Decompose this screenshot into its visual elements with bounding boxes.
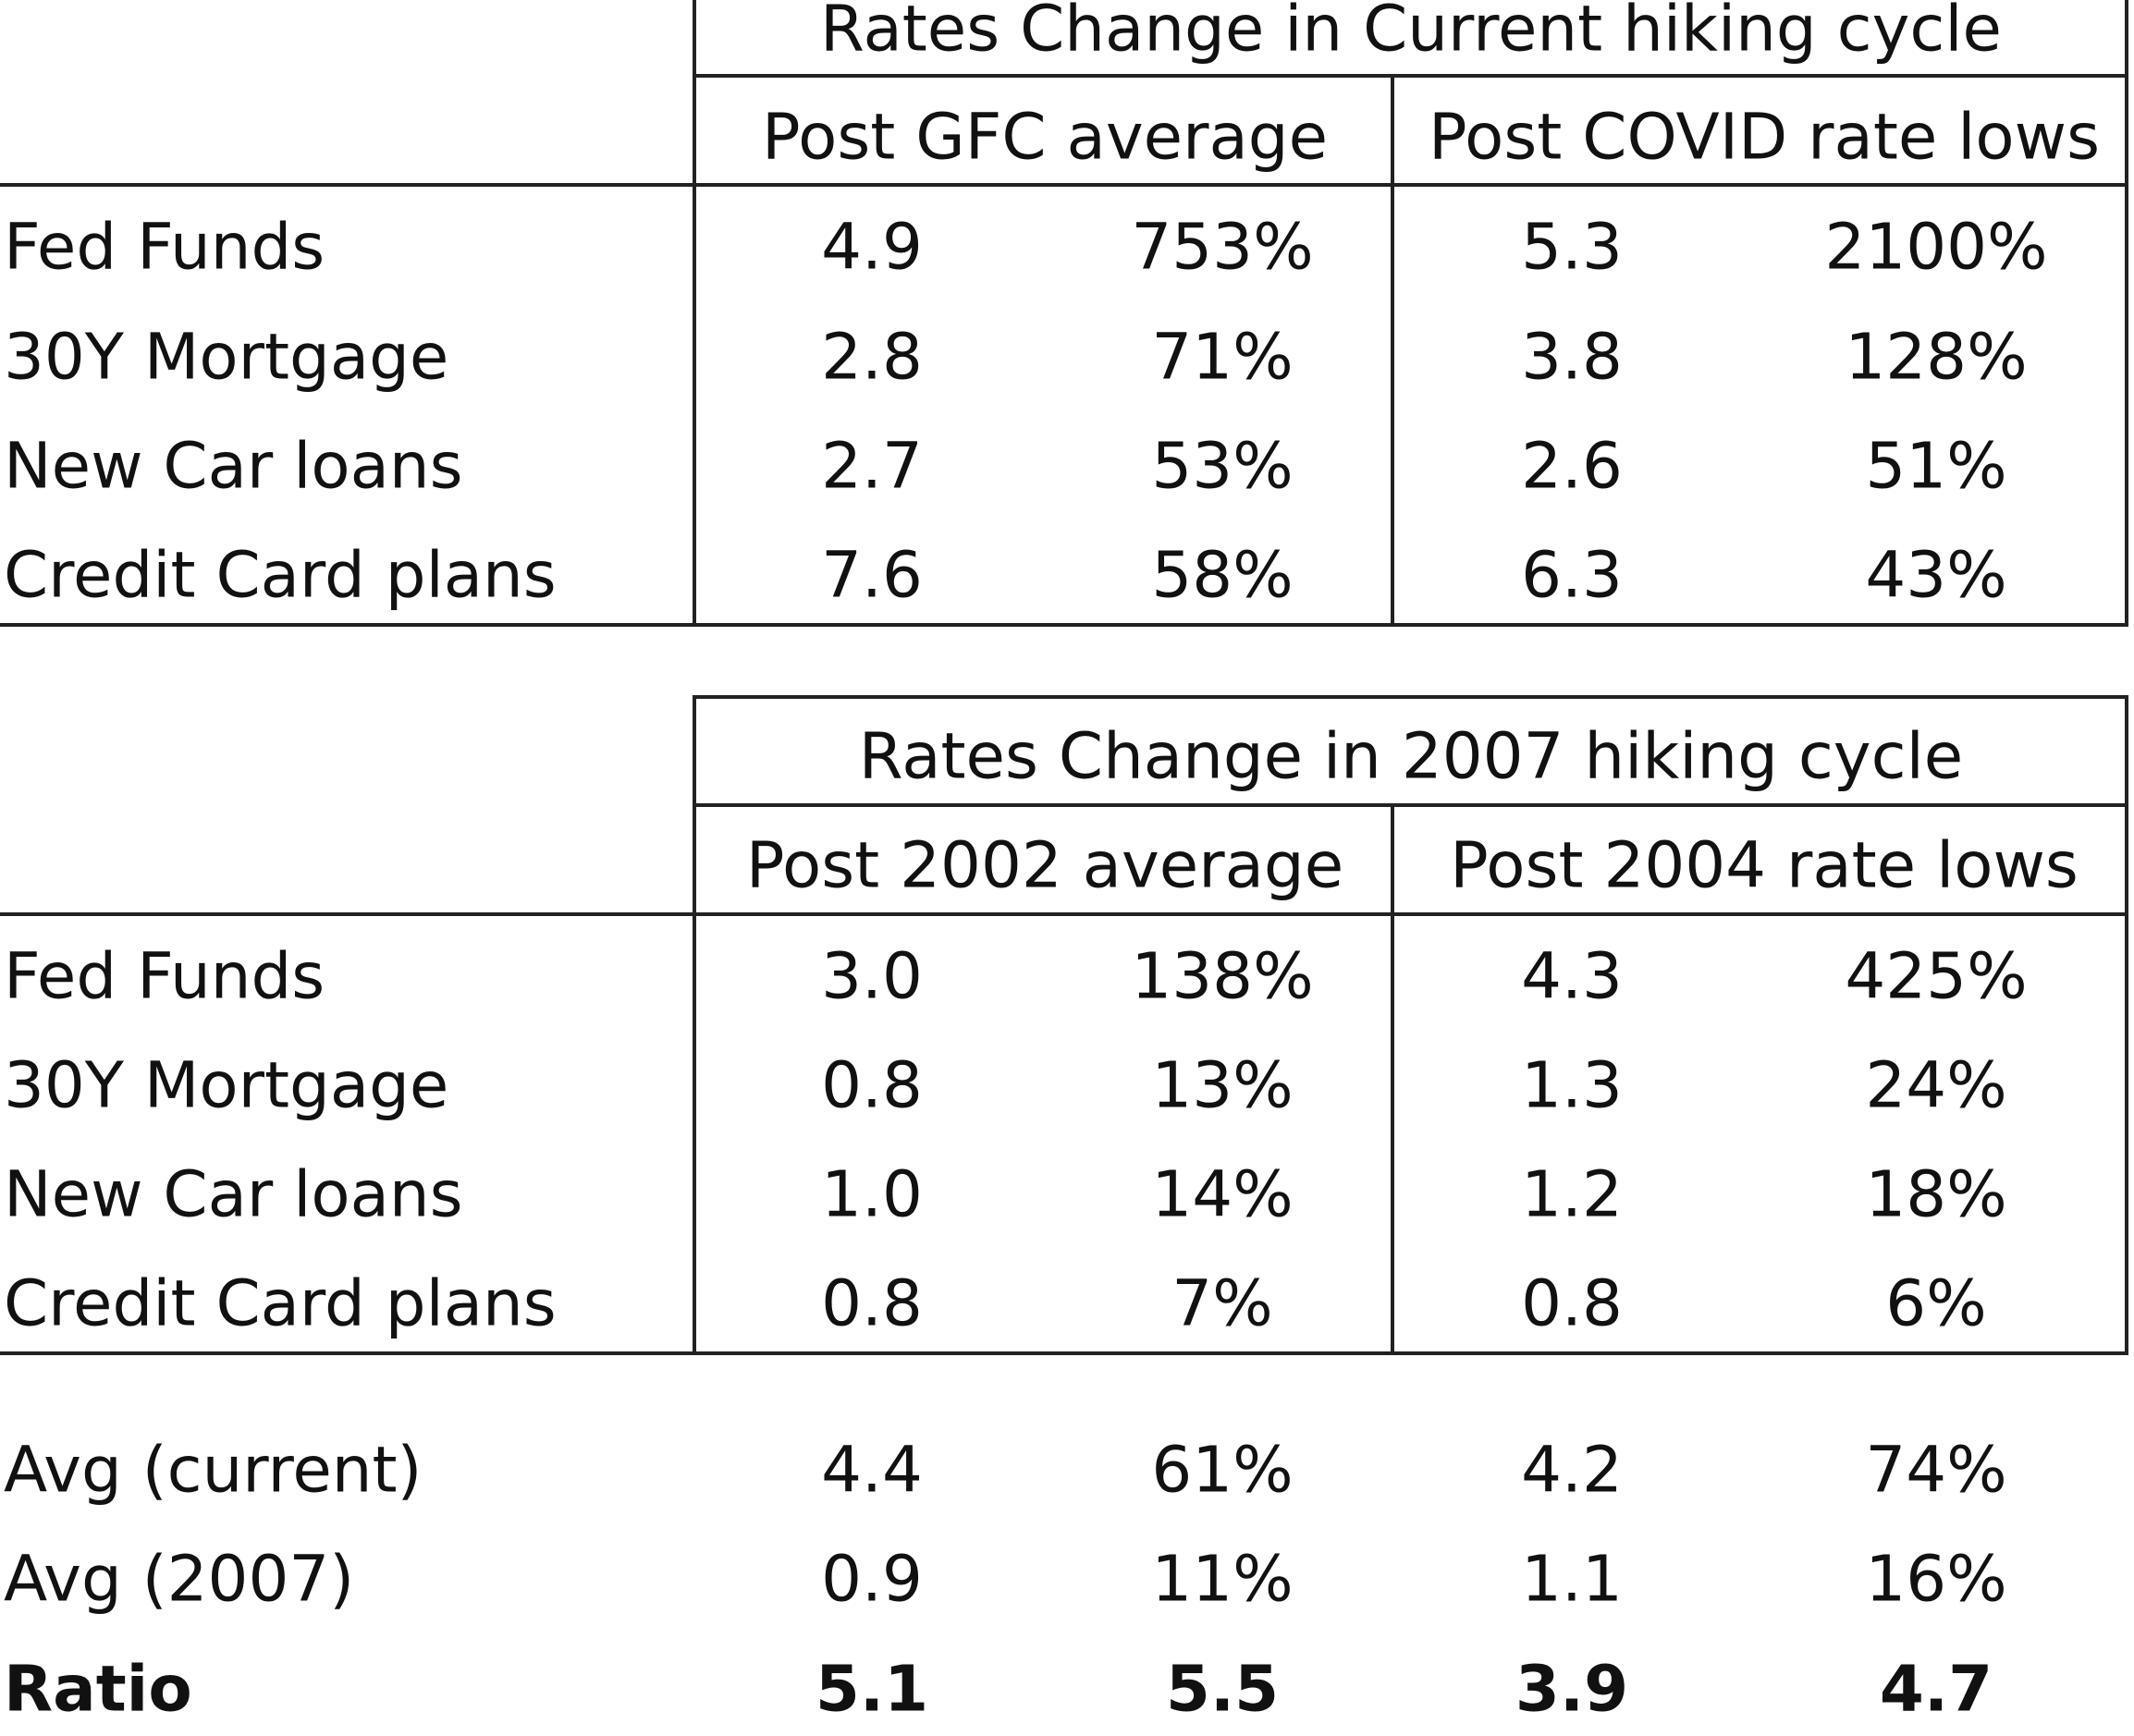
t2-cell: 18%	[1865, 1157, 2007, 1232]
t1-col-group1: Post GFC average	[761, 100, 1329, 175]
t1-row-label: 30Y Mortgage	[4, 320, 449, 395]
t2-cell: 1.2	[1521, 1157, 1623, 1232]
t2-cell: 3.0	[821, 939, 923, 1014]
t2-right-border	[2125, 695, 2128, 1355]
t2-cell: 4.3	[1521, 939, 1623, 1014]
t2-cell: 425%	[1845, 939, 2028, 1014]
t1-cell: 43%	[1865, 538, 2007, 613]
t1-title: Rates Change in Current hiking cycle	[820, 0, 2002, 67]
t2-cell: 6%	[1885, 1266, 1987, 1341]
summary-cell: 0.9	[821, 1542, 923, 1617]
t1-header-bottom-rule	[0, 183, 2128, 187]
summary-row-label: Avg (current)	[4, 1433, 423, 1508]
t1-cell: 58%	[1151, 538, 1294, 613]
t2-cell: 1.3	[1521, 1048, 1623, 1123]
t1-cell: 2.6	[1521, 429, 1623, 504]
t2-row-label: 30Y Mortgage	[4, 1048, 449, 1123]
t1-cell: 71%	[1151, 320, 1294, 395]
t1-right-border	[2125, 0, 2128, 627]
t2-col-group1: Post 2002 average	[745, 828, 1344, 903]
t1-cell: 2.7	[821, 429, 923, 504]
t2-cell: 1.0	[821, 1157, 923, 1232]
t2-top-rule	[693, 695, 2128, 699]
t2-row-label: Fed Funds	[4, 939, 325, 1014]
t2-cell: 14%	[1151, 1157, 1294, 1232]
t1-mid-divider	[1391, 78, 1394, 627]
summary-cell: 16%	[1865, 1542, 2007, 1617]
t1-row-label: Fed Funds	[4, 210, 325, 285]
t2-title-bottom-rule	[693, 803, 2128, 807]
ratio-cell: 5.1	[815, 1652, 929, 1727]
t1-cell: 128%	[1845, 320, 2028, 395]
t2-cell: 7%	[1171, 1266, 1273, 1341]
t2-header-bottom-rule	[0, 912, 2128, 916]
t1-cell: 51%	[1865, 429, 2007, 504]
t2-title: Rates Change in 2007 hiking cycle	[858, 719, 1964, 794]
summary-row-label: Avg (2007)	[4, 1542, 355, 1617]
summary-cell: 74%	[1865, 1433, 2007, 1508]
t2-bottom-rule	[0, 1351, 2128, 1355]
t1-cell: 6.3	[1521, 538, 1623, 613]
t2-cell: 0.8	[821, 1048, 923, 1123]
t1-row-label: Credit Card plans	[4, 538, 557, 613]
t2-row-label: Credit Card plans	[4, 1266, 557, 1341]
t1-title-bottom-rule	[693, 74, 2128, 78]
ratio-cell: 4.7	[1879, 1652, 1993, 1727]
t1-bottom-rule	[0, 623, 2128, 627]
t1-cell: 2.8	[821, 320, 923, 395]
t1-cell: 753%	[1131, 210, 1314, 285]
t1-cell: 2100%	[1824, 210, 2048, 285]
t1-cell: 7.6	[821, 538, 923, 613]
t1-col-group2: Post COVID rate lows	[1428, 100, 2101, 175]
t2-row-label: New Car loans	[4, 1157, 463, 1232]
t1-cell: 4.9	[821, 210, 923, 285]
t1-cell: 53%	[1151, 429, 1294, 504]
ratio-cell: 5.5	[1165, 1652, 1280, 1727]
t1-row-label: New Car loans	[4, 429, 463, 504]
t2-cell: 0.8	[1521, 1266, 1623, 1341]
t1-cell: 5.3	[1521, 210, 1623, 285]
t1-cell: 3.8	[1521, 320, 1623, 395]
summary-cell: 11%	[1151, 1542, 1294, 1617]
summary-cell: 4.2	[1521, 1433, 1623, 1508]
t1-left-divider	[693, 0, 696, 627]
t2-left-divider	[693, 695, 696, 1355]
summary-cell: 61%	[1151, 1433, 1294, 1508]
ratio-cell: 3.9	[1515, 1652, 1629, 1727]
ratio-row-label: Ratio	[4, 1652, 192, 1727]
summary-cell: 4.4	[821, 1433, 923, 1508]
t2-cell: 24%	[1865, 1048, 2007, 1123]
t2-cell: 138%	[1131, 939, 1314, 1014]
t2-col-group2: Post 2004 rate lows	[1450, 828, 2079, 903]
t2-cell: 13%	[1151, 1048, 1294, 1123]
t2-cell: 0.8	[821, 1266, 923, 1341]
t2-mid-divider	[1391, 803, 1394, 1355]
summary-cell: 1.1	[1521, 1542, 1623, 1617]
